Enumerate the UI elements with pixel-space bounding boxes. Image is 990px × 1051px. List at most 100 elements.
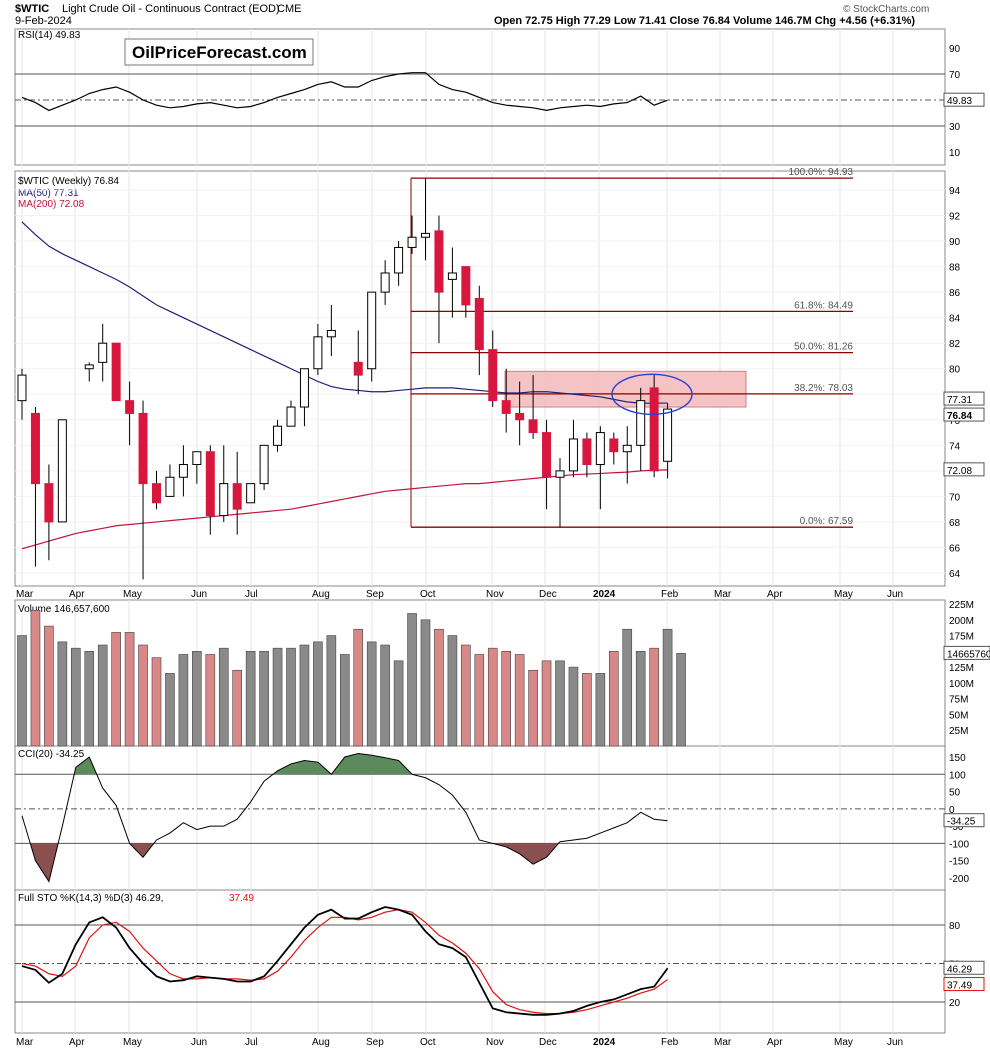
rsi-value-tag: 49.83 xyxy=(947,96,972,107)
month-label-bottom: Jul xyxy=(245,1037,258,1048)
cci-line xyxy=(21,753,668,883)
candle-body xyxy=(286,406,296,427)
volume-tick-label: 75M xyxy=(949,695,968,706)
volume-bar xyxy=(97,644,108,747)
fib-label: 50.0%: 81.26 xyxy=(794,342,853,353)
sto-k-tag: 46.29 xyxy=(947,964,972,975)
volume-bar xyxy=(17,635,27,747)
candle-body xyxy=(434,230,444,293)
month-label-bottom: Aug xyxy=(312,1037,330,1048)
month-label-bottom: Sep xyxy=(366,1037,384,1048)
volume-tick-label: 175M xyxy=(949,632,974,643)
price-tick-label: 64 xyxy=(949,569,961,580)
ma50-line xyxy=(21,221,668,404)
sto-d-tag-box xyxy=(943,977,985,992)
cci-fill-positive xyxy=(273,760,332,775)
volume-bar xyxy=(44,625,54,747)
month-label-bottom: Mar xyxy=(16,1037,34,1048)
candle-body xyxy=(178,463,188,478)
volume-tick-label: 200M xyxy=(949,616,974,627)
volume-bar xyxy=(662,628,673,747)
cci-tag-box xyxy=(943,813,985,828)
chart-date: 9-Feb-2024 xyxy=(15,15,72,27)
candle-body xyxy=(57,419,67,523)
cci-tick-label: -100 xyxy=(949,839,969,850)
volume-panel: Volume 146,657,600 225M200M175M150M125M1… xyxy=(17,600,990,747)
volume-tick-label: 25M xyxy=(949,726,968,737)
volume-tick-label: 100M xyxy=(949,679,974,690)
price-tick-label: 74 xyxy=(949,441,961,452)
volume-bar xyxy=(205,654,216,747)
volume-bar xyxy=(420,619,431,747)
highlight-ellipse xyxy=(611,373,693,415)
volume-bar xyxy=(272,647,283,747)
volume-bar xyxy=(84,651,95,747)
price-tag-ma200: 72.08 xyxy=(947,466,972,477)
volume-bar xyxy=(555,660,565,747)
volume-tick-label: 125M xyxy=(949,663,974,674)
volume-tick-label: 225M xyxy=(949,600,974,611)
volume-bar xyxy=(595,673,606,747)
price-tick-label: 84 xyxy=(949,314,961,325)
candle-body xyxy=(447,272,457,280)
price-tick-label: 80 xyxy=(949,365,961,376)
month-label-bottom: Oct xyxy=(420,1037,436,1048)
sto-d-tag: 37.49 xyxy=(947,981,972,992)
sto-panel: Full STO %K(14,3) %D(3) 46.29, 37.49 805… xyxy=(15,893,985,1016)
price-tag-close: 76.84 xyxy=(947,411,972,422)
chart-ohlc: Open 72.75 High 77.29 Low 71.41 Close 76… xyxy=(494,15,915,27)
panel-frame-price xyxy=(14,170,946,587)
candle-body xyxy=(636,400,646,446)
watermark-box xyxy=(124,38,314,66)
volume-bar xyxy=(568,666,579,747)
rsi-tick-label: 30 xyxy=(949,122,961,133)
chart-name: Light Crude Oil - Continuous Contract (E… xyxy=(62,3,280,15)
candle-body xyxy=(219,483,229,517)
candle-body xyxy=(30,412,40,485)
chart-symbol: $WTIC xyxy=(15,3,49,15)
volume-bar xyxy=(676,653,686,747)
price-tag-ma50-box xyxy=(943,391,985,406)
volume-bar xyxy=(407,613,417,747)
candle-body xyxy=(273,425,283,446)
candle-body xyxy=(394,246,404,274)
ma50-label: MA(50) 77.31 xyxy=(18,188,79,199)
candle-body xyxy=(461,266,471,306)
month-label-bottom: Apr xyxy=(69,1037,85,1048)
candle-body xyxy=(192,451,202,465)
volume-bar xyxy=(286,647,296,747)
volume-bar xyxy=(353,628,364,747)
month-label-bottom: Mar xyxy=(714,1037,732,1048)
ma200-line xyxy=(21,469,668,550)
volume-bar xyxy=(447,635,458,747)
volume-bar xyxy=(649,647,659,747)
price-tick-label: 70 xyxy=(949,492,961,503)
price-tag-ma50: 77.31 xyxy=(947,395,972,406)
volume-bar xyxy=(434,628,444,747)
candle-body xyxy=(165,476,175,497)
price-tick-label: 66 xyxy=(949,543,961,554)
candle-body xyxy=(528,419,538,434)
fib-label: 100.0%: 94.93 xyxy=(789,167,854,178)
volume-bar xyxy=(393,660,404,747)
rsi-panel: RSI(14) 49.83 OilPriceForecast.com 90705… xyxy=(15,30,985,159)
month-label-bottom: Feb xyxy=(661,1037,679,1048)
price-tick-label: 68 xyxy=(949,518,961,529)
cci-label: CCI(20) -34.25 xyxy=(18,749,85,760)
candle-body xyxy=(542,432,552,478)
cci-fill-negative xyxy=(492,843,559,865)
candle-body xyxy=(84,364,94,370)
candle-body xyxy=(326,329,336,338)
candle-body xyxy=(663,408,673,462)
month-label-top: Aug xyxy=(312,589,330,600)
month-label-top: 2024 xyxy=(593,589,616,600)
candle-body xyxy=(353,361,363,376)
month-label-bottom: Apr xyxy=(767,1037,783,1048)
watermark: OilPriceForecast.com xyxy=(132,43,307,62)
candle-body xyxy=(380,272,390,293)
price-label: $WTIC (Weekly) 76.84 xyxy=(18,176,119,187)
volume-bar xyxy=(501,651,512,747)
candle-body xyxy=(367,291,377,370)
month-label-top: Apr xyxy=(69,589,85,600)
